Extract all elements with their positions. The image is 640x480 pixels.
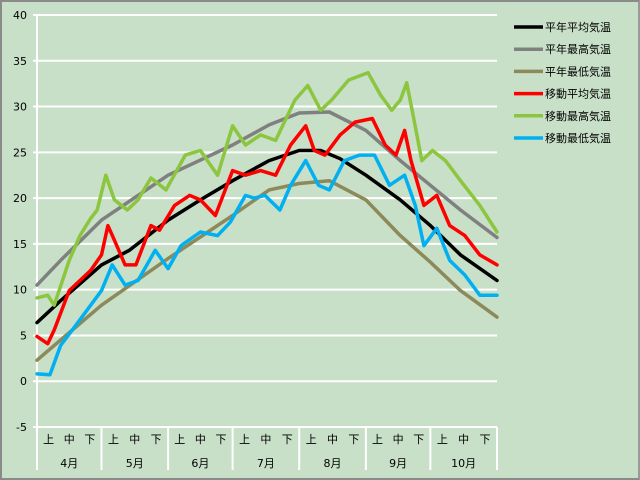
y-tick-label: 20 xyxy=(13,192,27,205)
decade-label: 下 xyxy=(84,433,95,446)
y-tick-label: 30 xyxy=(13,101,27,114)
decade-label: 中 xyxy=(129,433,140,446)
legend-label: 平年最低気温 xyxy=(545,64,611,78)
decade-label: 下 xyxy=(413,433,424,446)
decade-label: 上 xyxy=(108,433,119,446)
series-line-2 xyxy=(35,110,499,287)
month-label: 4月 xyxy=(60,457,78,470)
decade-label: 中 xyxy=(195,433,206,446)
decade-label: 下 xyxy=(151,433,162,446)
decade-label: 中 xyxy=(64,433,75,446)
y-tick-label: 10 xyxy=(13,284,27,297)
y-tick-label: 0 xyxy=(20,375,27,388)
month-label: 9月 xyxy=(389,457,407,470)
month-label: 10月 xyxy=(451,457,476,470)
y-tick-label: 15 xyxy=(13,238,27,251)
legend-label: 平年最高気温 xyxy=(545,42,611,56)
series-line-3 xyxy=(35,178,499,362)
month-label: 5月 xyxy=(126,457,144,470)
decade-label: 下 xyxy=(216,433,227,446)
y-tick-label: 5 xyxy=(20,329,27,342)
y-tick-label: 40 xyxy=(13,9,27,22)
y-tick-label: 25 xyxy=(13,146,27,159)
month-label: 8月 xyxy=(324,457,342,470)
y-tick-label: -5 xyxy=(16,421,27,434)
y-tick-label: 35 xyxy=(13,55,27,68)
month-label: 6月 xyxy=(191,457,209,470)
decade-label: 下 xyxy=(480,433,491,446)
series-line-5 xyxy=(35,70,499,307)
decade-label: 上 xyxy=(239,433,250,446)
series-line-6 xyxy=(35,153,499,377)
legend-label: 移動平均気温 xyxy=(545,87,611,101)
decade-label: 下 xyxy=(348,433,359,446)
decade-label: 上 xyxy=(372,433,383,446)
decade-label: 上 xyxy=(174,433,185,446)
legend-label: 平年平均気温 xyxy=(545,20,611,34)
month-label: 7月 xyxy=(257,457,275,470)
decade-label: 中 xyxy=(458,433,469,446)
decade-label: 中 xyxy=(327,433,338,446)
decade-label: 上 xyxy=(437,433,448,446)
decade-label: 中 xyxy=(393,433,404,446)
decade-label: 上 xyxy=(306,433,317,446)
decade-label: 中 xyxy=(260,433,271,446)
series-line-4 xyxy=(35,116,499,346)
legend-label: 移動最高気温 xyxy=(545,109,611,123)
legend-label: 移動最低気温 xyxy=(545,131,611,145)
decade-label: 上 xyxy=(43,433,54,446)
decade-label: 下 xyxy=(282,433,293,446)
